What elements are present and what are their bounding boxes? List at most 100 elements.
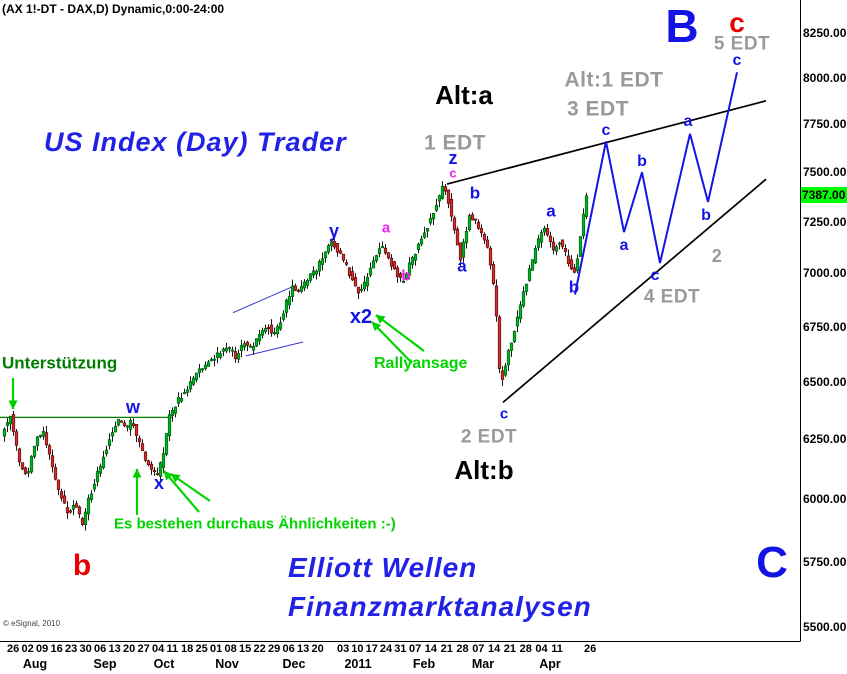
candle-down: [65, 507, 70, 514]
candle-up: [275, 326, 280, 335]
candle-down: [152, 469, 157, 472]
candle-up: [230, 349, 235, 352]
wave-label-c: c: [650, 267, 660, 284]
alt-count-label: Alt:a: [435, 80, 493, 110]
date-tick-label: 04: [152, 643, 165, 655]
annotation-arrow: [170, 473, 211, 502]
candle-down: [485, 239, 490, 248]
candle-down: [341, 253, 346, 261]
candle-up: [416, 243, 421, 251]
candle-down: [470, 214, 475, 221]
price-tick-label: 5500.00: [803, 619, 847, 634]
date-tick-label: 07: [472, 643, 485, 655]
month-label: Aug: [22, 657, 48, 671]
month-label: Oct: [153, 657, 175, 671]
candle-up: [200, 368, 205, 371]
candle-up: [533, 248, 538, 264]
candle-down: [458, 242, 463, 261]
price-tick-label: 7000.00: [803, 266, 847, 281]
candle-up: [248, 345, 253, 348]
candle-down: [395, 267, 400, 277]
candle-down: [233, 351, 238, 360]
degree-label: 2: [711, 246, 723, 266]
candle-up: [83, 511, 88, 525]
wave-label-x2: x2: [349, 306, 373, 328]
candle-down: [386, 252, 391, 259]
candle-down: [344, 262, 349, 265]
candle-up: [41, 430, 46, 437]
candle-down: [398, 273, 403, 278]
candle-up: [176, 396, 181, 404]
price-tick-label: 8250.00: [803, 25, 847, 40]
candle-down: [62, 495, 67, 504]
date-tick-label: 06: [94, 643, 107, 655]
candle-down: [11, 414, 16, 433]
date-tick-label: 11: [166, 643, 179, 655]
candle-down: [494, 285, 499, 317]
wave-label-z: z: [448, 148, 458, 168]
wave-label-a: a: [457, 256, 467, 276]
candle-up: [530, 259, 535, 271]
date-tick-label: 13: [297, 643, 310, 655]
candle-up: [251, 346, 256, 351]
candle-down: [353, 277, 358, 287]
wave-label-a: a: [619, 237, 629, 254]
candle-down: [335, 243, 340, 253]
candle-down: [473, 218, 478, 221]
candle-up: [320, 258, 325, 265]
candle-up: [107, 439, 112, 446]
degree-label: 5 EDT: [713, 33, 771, 55]
annotation-arrow: [163, 470, 200, 513]
date-tick-label: 26: [584, 643, 597, 655]
candle-down: [68, 510, 73, 513]
month-label: Apr: [539, 657, 561, 671]
green-note: Unterstützung: [2, 353, 118, 373]
price-tick-label: 5750.00: [803, 554, 847, 569]
candle-down: [74, 503, 79, 508]
date-tick-label: 01: [210, 643, 223, 655]
candle-up: [278, 322, 283, 330]
candle-up: [509, 342, 514, 351]
candle-up: [578, 236, 583, 257]
candle-down: [350, 271, 355, 281]
candle-up: [95, 470, 100, 483]
candle-up: [374, 255, 379, 261]
wave-label-b: b: [401, 267, 411, 285]
candle-down: [551, 241, 556, 251]
green-note: Es bestehen durchaus Ähnlichkeiten :-): [114, 515, 396, 533]
candle-up: [209, 359, 214, 362]
date-tick-label: 18: [181, 643, 194, 655]
price-tick-label: 6500.00: [803, 374, 847, 389]
month-label: Nov: [215, 657, 239, 671]
candle-up: [92, 483, 97, 490]
candle-down: [497, 316, 502, 369]
date-tick-label: 24: [379, 643, 393, 655]
degree-label: Alt:1 EDT: [564, 68, 664, 92]
projection-zigzag: [574, 72, 738, 295]
candle-up: [542, 227, 547, 233]
date-tick-label: 17: [365, 643, 378, 655]
candle-up: [182, 392, 187, 395]
trendline-lower: [502, 178, 767, 404]
candle-up: [179, 397, 184, 402]
wave-label-c: c: [499, 405, 509, 423]
date-tick-label: 29: [268, 643, 281, 655]
candle-down: [356, 286, 361, 294]
candle-up: [158, 462, 163, 477]
candle-up: [239, 345, 244, 352]
candle-up: [161, 453, 166, 468]
wave-label-c: c: [732, 52, 742, 69]
copyright-note: © eSignal, 2010: [3, 619, 61, 628]
candle-down: [572, 267, 577, 273]
candle-down: [296, 289, 301, 292]
chart-title: (AX 1!-DT - DAX,D) Dynamic,0:00-24:00: [2, 2, 225, 16]
candle-up: [413, 254, 418, 261]
candle-up: [422, 232, 427, 238]
date-tick-label: 14: [488, 643, 501, 655]
candle-up: [323, 251, 328, 259]
candle-up: [299, 286, 304, 292]
date-tick-label: 27: [137, 643, 150, 655]
big-wave-letter-C: C: [756, 538, 788, 587]
candle-down: [452, 217, 457, 231]
